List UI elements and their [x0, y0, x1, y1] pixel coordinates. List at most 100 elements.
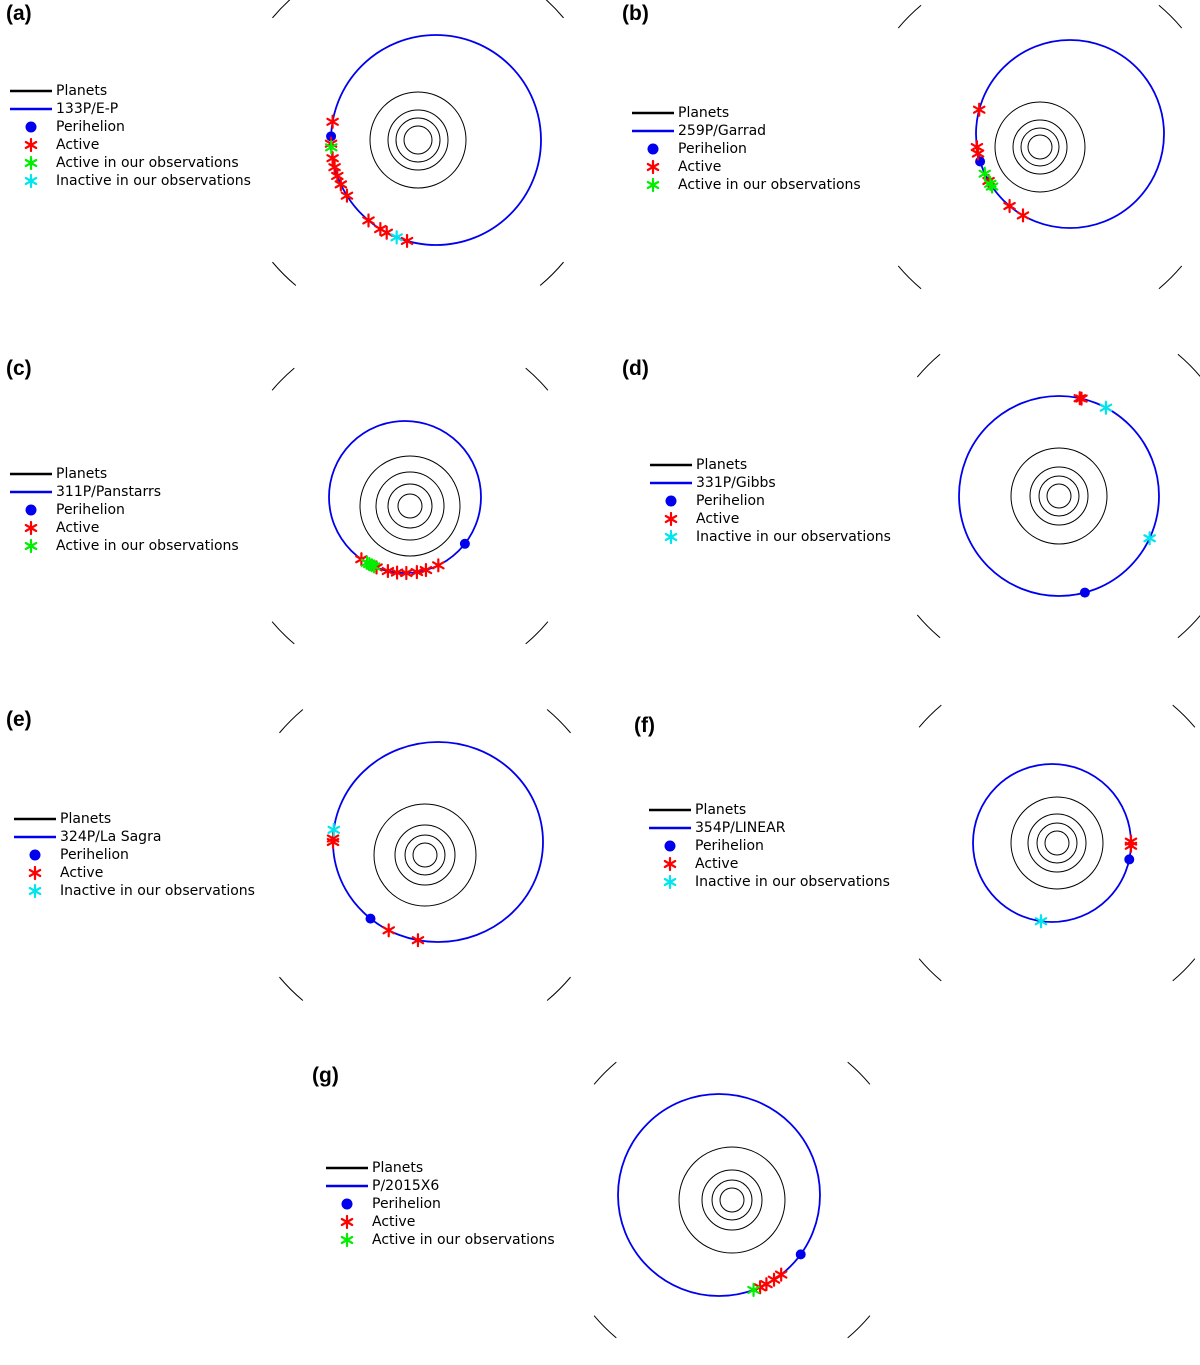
planet-line-swatch [10, 472, 52, 476]
outer-planet-arc [916, 353, 941, 378]
outer-planet-arc [271, 367, 295, 391]
outer-planet-arc [1177, 353, 1200, 378]
outer-planet-arc [279, 976, 304, 1001]
active-obs-marker [324, 140, 338, 155]
panel-a: (a) Planets 133P/E-P Perihelion Active A… [0, 0, 600, 335]
outer-planet-arc [546, 709, 571, 734]
legend-label-planets: Planets [56, 466, 108, 482]
perihelion-marker [975, 156, 986, 167]
comet-orbit [617, 1093, 821, 1297]
active-asterisk-icon [24, 137, 38, 153]
perihelion-marker [459, 538, 470, 549]
legend-label-perihelion: Perihelion [56, 502, 125, 518]
planet-orbit [1010, 796, 1104, 890]
planet-orbit [1027, 134, 1053, 160]
legend-label-active-obs: Active in our observations [372, 1232, 555, 1248]
inactive-obs-marker [1099, 400, 1113, 415]
planet-orbit [404, 834, 446, 876]
outer-planet-arc [1158, 265, 1183, 290]
panel-label-a: (a) [6, 2, 32, 25]
legend-label-inactive-obs: Inactive in our observations [695, 874, 890, 890]
legend-label-comet: 324P/La Sagra [60, 829, 162, 845]
active-marker [1003, 198, 1016, 214]
active-marker [340, 188, 354, 203]
outer-planet-arc [1172, 704, 1196, 728]
planet-line-swatch [650, 463, 692, 467]
orbit-line-swatch [326, 1184, 368, 1188]
legend-label-planets: Planets [372, 1160, 424, 1176]
active-marker [971, 146, 985, 161]
planet-orbit [701, 1169, 763, 1231]
outer-planet-arc [1177, 614, 1200, 639]
active-obs-asterisk-icon [646, 177, 660, 193]
panel-g: (g) Planets P/2015X6 Perihelion Active A… [300, 1030, 900, 1365]
active-marker [1016, 208, 1030, 223]
panel-e: (e) Planets 324P/La Sagra Perihelion Act… [0, 700, 600, 1035]
legend-label-active: Active [695, 856, 739, 872]
planet-orbit [1020, 127, 1060, 167]
panel-label-c: (c) [6, 357, 32, 380]
comet-orbit [330, 34, 542, 246]
outer-planet-arc [918, 704, 942, 728]
perihelion-marker [795, 1249, 806, 1260]
planet-line-swatch [632, 111, 674, 115]
outer-planet-arc [1172, 958, 1196, 982]
planet-orbit [412, 842, 438, 868]
inactive-obs-marker [390, 230, 403, 245]
active-asterisk-icon [24, 520, 38, 536]
legend-label-active: Active [56, 520, 100, 536]
active-obs-marker [985, 179, 999, 194]
outer-planet-arc [593, 1315, 617, 1339]
active-marker [400, 233, 414, 249]
comet-orbit [332, 741, 544, 943]
planet-orbit [1044, 830, 1070, 856]
perihelion-dot-icon [664, 840, 676, 852]
active-marker [1075, 391, 1088, 406]
legend-label-active: Active [56, 137, 100, 153]
perihelion-dot-icon [25, 121, 37, 133]
outer-planet-arc [539, 261, 564, 286]
legend-label-comet: 133P/E-P [56, 101, 119, 117]
planet-orbit [719, 1187, 745, 1213]
planet-line-swatch [326, 1166, 368, 1170]
planet-orbit [403, 125, 433, 155]
outer-planet-arc [272, 0, 291, 19]
legend-label-comet: 331P/Gibbs [696, 475, 776, 491]
legend-label-planets: Planets [695, 802, 747, 818]
legend-label-perihelion: Perihelion [678, 141, 747, 157]
outer-planet-arc [897, 265, 922, 290]
planet-orbit [678, 1146, 786, 1254]
orbit-line-swatch [649, 826, 691, 830]
active-marker [972, 102, 986, 117]
legend-label-perihelion: Perihelion [695, 838, 764, 854]
outer-planet-arc [847, 1315, 871, 1339]
legend-label-inactive-obs: Inactive in our observations [696, 529, 891, 545]
perihelion-dot-icon [341, 1198, 353, 1210]
legend-label-planets: Planets [696, 457, 748, 473]
outer-planet-arc [525, 367, 549, 391]
outer-planet-arc [279, 709, 304, 734]
legend-label-comet: 311P/Panstarrs [56, 484, 162, 500]
active-marker [334, 177, 348, 192]
planet-orbit [711, 1179, 753, 1221]
orbit-diagram-f [918, 704, 1196, 982]
perihelion-dot-icon [665, 495, 677, 507]
active-marker [380, 225, 394, 240]
outer-planet-arc [593, 1061, 617, 1085]
orbit-line-swatch [14, 835, 56, 839]
active-marker [1124, 834, 1138, 849]
active-asterisk-icon [663, 856, 677, 872]
outer-planet-arc [271, 621, 295, 645]
outer-planet-arc [897, 4, 922, 29]
outer-planet-arc [918, 958, 942, 982]
outer-planet-arc [847, 1061, 871, 1085]
active-marker [362, 213, 375, 228]
inactive-obs-marker [1143, 531, 1156, 546]
panel-f: (f) Planets 354P/LINEAR Perihelion Activ… [600, 700, 1200, 1035]
orbit-diagram-d [916, 353, 1200, 639]
panel-label-e: (e) [6, 708, 32, 731]
planet-orbit [1046, 483, 1072, 509]
legend-label-perihelion: Perihelion [696, 493, 765, 509]
inactive-obs-marker [1034, 914, 1048, 929]
perihelion-marker [326, 131, 337, 142]
